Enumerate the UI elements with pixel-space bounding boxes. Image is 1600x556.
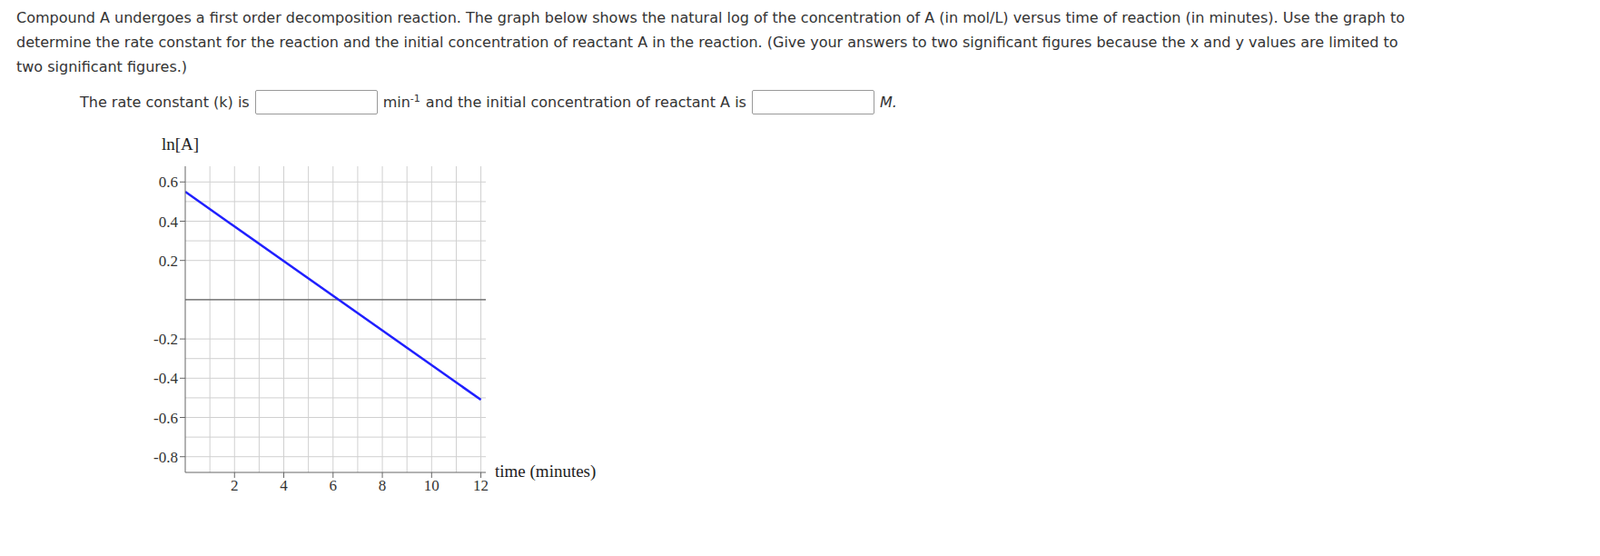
svg-text:2: 2 <box>230 476 239 494</box>
svg-text:4: 4 <box>279 476 288 494</box>
html-text:The rate constant (k) is: The rate constant (k) is <box>79 93 250 111</box>
svg-text:10: 10 <box>424 476 440 494</box>
svg-text:-0.8: -0.8 <box>153 448 178 466</box>
html-text:time (minutes): time (minutes) <box>494 461 596 481</box>
svg-text:0.6: 0.6 <box>158 173 178 191</box>
html-text:Compound A undergoes a first o: Compound A undergoes a first order decom… <box>16 9 1405 76</box>
svg-text:-0.2: -0.2 <box>153 330 178 348</box>
svg-text:0.2: 0.2 <box>158 252 178 270</box>
html-text:ln[A]: ln[A] <box>161 134 200 154</box>
svg-text:-0.4: -0.4 <box>153 369 178 387</box>
svg-text:6: 6 <box>329 476 338 494</box>
html-text:M.: M. <box>879 93 897 111</box>
svg-text:8: 8 <box>378 476 387 494</box>
html-text:min-1 and the initial concentr: min-1 and the initial concentration of r… <box>382 92 747 112</box>
svg-text:0.4: 0.4 <box>158 213 179 231</box>
svg-text:12: 12 <box>473 476 489 494</box>
svg-text:-0.6: -0.6 <box>153 409 178 427</box>
